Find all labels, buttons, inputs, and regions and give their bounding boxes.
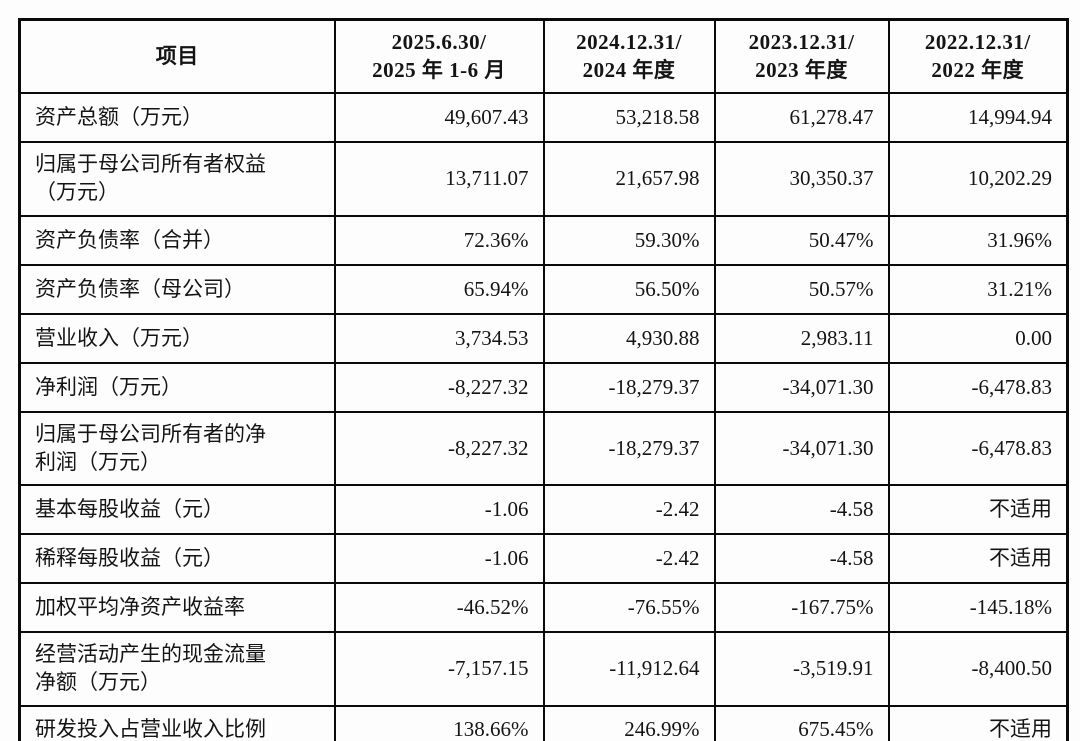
value-cell: 30,350.37 bbox=[713, 141, 890, 217]
value-cell: -7,157.15 bbox=[333, 631, 545, 707]
table-row: 经营活动产生的现金流量 净额（万元） -7,157.15 -11,912.64 -3,… bbox=[18, 631, 1069, 707]
row-label-cell: 归属于母公司所有者权益 （万元） bbox=[18, 141, 336, 217]
value-cell: -18,279.37 bbox=[542, 361, 716, 413]
value-cell: 53,218.58 bbox=[542, 92, 716, 144]
value-cell: 14,994.94 bbox=[887, 92, 1069, 144]
value-cell: 49,607.43 bbox=[333, 92, 545, 144]
value-cell: 不适用 bbox=[887, 533, 1069, 585]
row-label-cell: 资产负债率（母公司） bbox=[18, 263, 336, 315]
value-cell: -2.42 bbox=[542, 533, 716, 585]
value-cell: 61,278.47 bbox=[713, 92, 890, 144]
header-cell-period-2022: 2022.12.31/ 2022 年度 bbox=[887, 18, 1069, 95]
table-body: 资产总额（万元） 49,607.43 53,218.58 61,278.47 14,99… bbox=[18, 92, 1069, 741]
value-cell: 不适用 bbox=[887, 484, 1069, 536]
value-cell: -1.06 bbox=[333, 484, 545, 536]
table-row: 资产负债率（合并） 72.36% 59.30% 50.47% 31.96% bbox=[18, 214, 1069, 266]
value-cell: 21,657.98 bbox=[542, 141, 716, 217]
header-row: 项目 2025.6.30/ 2025 年 1-6 月 2024.12.31/ 2… bbox=[18, 18, 1069, 95]
table-row: 稀释每股收益（元） -1.06 -2.42 -4.58 不适用 bbox=[18, 533, 1069, 585]
row-label-cell: 经营活动产生的现金流量 净额（万元） bbox=[18, 631, 336, 707]
table-row: 基本每股收益（元） -1.06 -2.42 -4.58 不适用 bbox=[18, 484, 1069, 536]
table-row: 加权平均净资产收益率 -46.52% -76.55% -167.75% -145.18% bbox=[18, 582, 1069, 634]
table-row: 营业收入（万元） 3,734.53 4,930.88 2,983.11 0.00 bbox=[18, 312, 1069, 364]
value-cell: 50.57% bbox=[713, 263, 890, 315]
value-cell: -6,478.83 bbox=[887, 361, 1069, 413]
value-cell: -8,227.32 bbox=[333, 361, 545, 413]
table-row: 净利润（万元） -8,227.32 -18,279.37 -34,071.30 -6,4… bbox=[18, 361, 1069, 413]
value-cell: 59.30% bbox=[542, 214, 716, 266]
value-cell: 56.50% bbox=[542, 263, 716, 315]
row-label-cell: 净利润（万元） bbox=[18, 361, 336, 413]
table-row: 资产负债率（母公司） 65.94% 56.50% 50.57% 31.21% bbox=[18, 263, 1069, 315]
value-cell: -4.58 bbox=[713, 533, 890, 585]
header-cell-period-2025: 2025.6.30/ 2025 年 1-6 月 bbox=[333, 18, 545, 95]
value-cell: 13,711.07 bbox=[333, 141, 545, 217]
value-cell: 246.99% bbox=[542, 704, 716, 741]
value-cell: -4.58 bbox=[713, 484, 890, 536]
value-cell: 31.21% bbox=[887, 263, 1069, 315]
value-cell: -8,227.32 bbox=[333, 410, 545, 487]
table-row: 归属于母公司所有者的净 利润（万元） -8,227.32 -18,279.37 -34… bbox=[18, 410, 1069, 487]
value-cell: 675.45% bbox=[713, 704, 890, 741]
row-label-cell: 资产负债率（合并） bbox=[18, 214, 336, 266]
header-cell-period-2023: 2023.12.31/ 2023 年度 bbox=[713, 18, 890, 95]
value-cell: 10,202.29 bbox=[887, 141, 1069, 217]
value-cell: -6,478.83 bbox=[887, 410, 1069, 487]
value-cell: 65.94% bbox=[333, 263, 545, 315]
value-cell: 2,983.11 bbox=[713, 312, 890, 364]
row-label-cell: 研发投入占营业收入比例 bbox=[18, 704, 336, 741]
value-cell: 0.00 bbox=[887, 312, 1069, 364]
value-cell: -145.18% bbox=[887, 582, 1069, 634]
value-cell: -46.52% bbox=[333, 582, 545, 634]
value-cell: -167.75% bbox=[713, 582, 890, 634]
value-cell: -8,400.50 bbox=[887, 631, 1069, 707]
value-cell: 72.36% bbox=[333, 214, 545, 266]
row-label-cell: 基本每股收益（元） bbox=[18, 484, 336, 536]
value-cell: 31.96% bbox=[887, 214, 1069, 266]
row-label-cell: 稀释每股收益（元） bbox=[18, 533, 336, 585]
row-label-cell: 归属于母公司所有者的净 利润（万元） bbox=[18, 410, 336, 487]
table-row: 研发投入占营业收入比例 138.66% 246.99% 675.45% 不适用 bbox=[18, 704, 1069, 741]
value-cell: -1.06 bbox=[333, 533, 545, 585]
financial-summary-table: 项目 2025.6.30/ 2025 年 1-6 月 2024.12.31/ 2… bbox=[18, 18, 1069, 741]
value-cell: 138.66% bbox=[333, 704, 545, 741]
header-cell-period-2024: 2024.12.31/ 2024 年度 bbox=[542, 18, 716, 95]
value-cell: -3,519.91 bbox=[713, 631, 890, 707]
value-cell: 50.47% bbox=[713, 214, 890, 266]
row-label-cell: 加权平均净资产收益率 bbox=[18, 582, 336, 634]
value-cell: -2.42 bbox=[542, 484, 716, 536]
value-cell: -34,071.30 bbox=[713, 361, 890, 413]
value-cell: 4,930.88 bbox=[542, 312, 716, 364]
value-cell: -76.55% bbox=[542, 582, 716, 634]
row-label-cell: 资产总额（万元） bbox=[18, 92, 336, 144]
value-cell: 不适用 bbox=[887, 704, 1069, 741]
header-cell-item: 项目 bbox=[18, 18, 336, 95]
table-row: 归属于母公司所有者权益 （万元） 13,711.07 21,657.98 30,350… bbox=[18, 141, 1069, 217]
value-cell: -34,071.30 bbox=[713, 410, 890, 487]
value-cell: -18,279.37 bbox=[542, 410, 716, 487]
row-label-cell: 营业收入（万元） bbox=[18, 312, 336, 364]
table-header: 项目 2025.6.30/ 2025 年 1-6 月 2024.12.31/ 2… bbox=[18, 18, 1069, 95]
value-cell: 3,734.53 bbox=[333, 312, 545, 364]
table-row: 资产总额（万元） 49,607.43 53,218.58 61,278.47 14,99… bbox=[18, 92, 1069, 144]
value-cell: -11,912.64 bbox=[542, 631, 716, 707]
